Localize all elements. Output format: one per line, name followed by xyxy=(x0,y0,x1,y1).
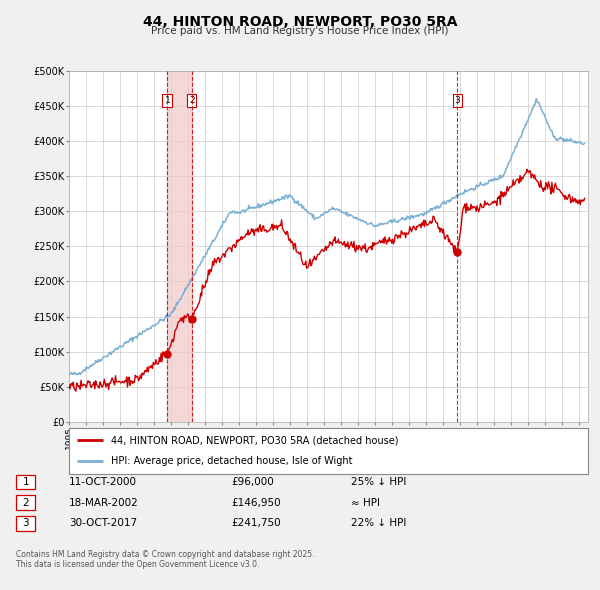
Text: 2: 2 xyxy=(22,498,29,507)
Text: £96,000: £96,000 xyxy=(231,477,274,487)
Text: 1: 1 xyxy=(164,96,170,105)
Text: HPI: Average price, detached house, Isle of Wight: HPI: Average price, detached house, Isle… xyxy=(110,456,352,466)
Bar xyxy=(167,71,191,422)
Text: 18-MAR-2002: 18-MAR-2002 xyxy=(69,498,139,507)
Text: 22% ↓ HPI: 22% ↓ HPI xyxy=(351,519,406,528)
Text: ≈ HPI: ≈ HPI xyxy=(351,498,380,507)
Text: 25% ↓ HPI: 25% ↓ HPI xyxy=(351,477,406,487)
Text: Price paid vs. HM Land Registry's House Price Index (HPI): Price paid vs. HM Land Registry's House … xyxy=(151,26,449,36)
Text: 11-OCT-2000: 11-OCT-2000 xyxy=(69,477,137,487)
Text: £146,950: £146,950 xyxy=(231,498,281,507)
Text: £241,750: £241,750 xyxy=(231,519,281,528)
Text: 3: 3 xyxy=(22,519,29,528)
Text: 44, HINTON ROAD, NEWPORT, PO30 5RA (detached house): 44, HINTON ROAD, NEWPORT, PO30 5RA (deta… xyxy=(110,435,398,445)
Text: This data is licensed under the Open Government Licence v3.0.: This data is licensed under the Open Gov… xyxy=(16,560,260,569)
Text: 44, HINTON ROAD, NEWPORT, PO30 5RA: 44, HINTON ROAD, NEWPORT, PO30 5RA xyxy=(143,15,457,29)
Text: 3: 3 xyxy=(455,96,460,105)
Text: 1: 1 xyxy=(22,477,29,487)
Text: 30-OCT-2017: 30-OCT-2017 xyxy=(69,519,137,528)
Text: Contains HM Land Registry data © Crown copyright and database right 2025.: Contains HM Land Registry data © Crown c… xyxy=(16,550,314,559)
Text: 2: 2 xyxy=(189,96,194,105)
